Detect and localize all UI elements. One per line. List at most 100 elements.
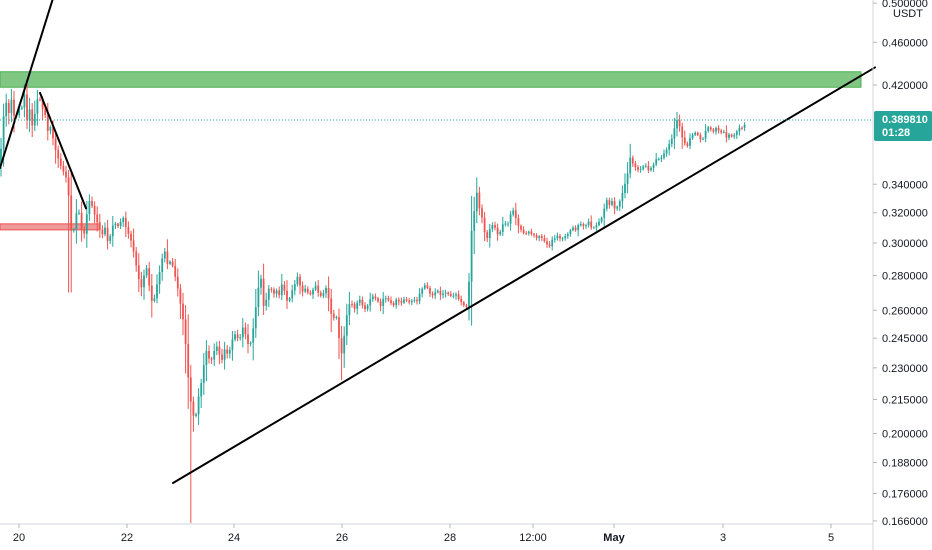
- x-tick-label: 5: [828, 532, 834, 544]
- candle-body: [660, 157, 663, 159]
- candle-body: [10, 99, 13, 114]
- candle-body: [566, 234, 569, 237]
- candle-body: [418, 293, 421, 302]
- candle-body: [239, 337, 242, 339]
- candle-body: [332, 313, 335, 318]
- candle-body: [377, 298, 379, 302]
- candle-body: [715, 127, 717, 132]
- candle-body: [423, 285, 426, 289]
- x-tick-label: 20: [13, 532, 25, 544]
- candle-body: [405, 299, 408, 301]
- candle-body: [260, 278, 262, 288]
- candle-body: [468, 281, 470, 307]
- candle-body: [431, 293, 434, 296]
- candle-body: [127, 226, 130, 234]
- candle-body: [486, 232, 489, 239]
- candle-body: [663, 153, 665, 158]
- candle-body: [704, 131, 707, 139]
- candle-body: [291, 290, 294, 299]
- candle-body: [613, 201, 616, 209]
- candle-body: [106, 227, 109, 241]
- candle-body: [293, 284, 296, 291]
- candle-body: [382, 298, 385, 306]
- y-tick-label: 0.230000: [882, 363, 928, 375]
- candle-body: [696, 132, 699, 135]
- candle-body: [46, 115, 49, 131]
- candle-body: [725, 131, 728, 138]
- candle-body: [182, 303, 184, 320]
- candle-body: [319, 292, 322, 296]
- candle-body: [553, 238, 556, 240]
- candle-body: [717, 127, 720, 131]
- resistance-zone: [0, 71, 862, 88]
- candle-body: [478, 192, 481, 209]
- candle-body: [551, 239, 554, 247]
- x-tick-label: 24: [228, 532, 240, 544]
- y-tick-label: 0.460000: [882, 37, 928, 49]
- price-axis[interactable]: 0.500000 0.460000 0.420000 0.340000 0.320000…: [873, 0, 928, 528]
- candle-body: [561, 238, 564, 240]
- candle-body: [369, 299, 372, 306]
- candle-body: [403, 299, 405, 303]
- candle-body: [348, 304, 351, 316]
- candle-body: [639, 169, 642, 171]
- candle-body: [299, 276, 301, 286]
- candle-body: [618, 201, 621, 207]
- candle-body: [574, 227, 577, 231]
- candle-body: [72, 229, 75, 231]
- candle-body: [579, 224, 582, 226]
- candles: [0, 83, 746, 523]
- candle-body: [624, 183, 626, 193]
- candle-body: [26, 94, 28, 120]
- candle-body: [533, 233, 535, 236]
- candle-body: [278, 290, 281, 296]
- candle-body: [179, 288, 182, 304]
- candle-body: [59, 158, 62, 166]
- candle-body: [304, 288, 307, 292]
- candle-body: [585, 225, 587, 227]
- candle-body: [114, 223, 117, 226]
- candle-body: [364, 305, 366, 310]
- candle-body: [353, 304, 356, 309]
- candle-body: [733, 135, 736, 137]
- candle-body: [205, 350, 208, 366]
- time-axis[interactable]: 20 22 24 26 28 12:00 May 3 5: [13, 524, 834, 544]
- candle-body: [709, 127, 712, 130]
- candle-body: [644, 165, 647, 167]
- candle-body: [452, 295, 455, 297]
- candle-body: [366, 305, 369, 310]
- candle-body: [57, 149, 60, 159]
- quote-currency-label: USDT: [893, 8, 923, 20]
- y-tick-label: 0.280000: [882, 270, 928, 282]
- candle-body: [473, 211, 476, 231]
- x-tick-label: 22: [121, 532, 133, 544]
- candle-body: [343, 335, 346, 354]
- candle-body: [572, 227, 574, 231]
- candle-body: [522, 229, 525, 234]
- candle-body: [288, 298, 291, 301]
- candle-body: [712, 129, 715, 132]
- candle-body: [228, 349, 231, 354]
- candle-body: [39, 99, 41, 101]
- candle-body: [184, 319, 187, 344]
- candle-body: [408, 300, 411, 303]
- candle-body: [340, 338, 343, 354]
- candle-body: [65, 171, 67, 178]
- candle-body: [390, 300, 392, 304]
- candle-body: [507, 223, 509, 225]
- candle-body: [657, 158, 660, 160]
- candle-body: [101, 229, 104, 235]
- candle-body: [665, 149, 668, 154]
- candle-body: [608, 200, 611, 205]
- candle-body: [197, 396, 200, 415]
- candle-body: [280, 284, 283, 296]
- candle-body: [460, 298, 463, 303]
- last-price-tag: 0.389810 01:28: [874, 111, 932, 142]
- candle-body: [143, 275, 145, 288]
- candle-body: [590, 221, 593, 228]
- candle-body: [455, 294, 457, 296]
- candle-body: [171, 261, 174, 266]
- y-tick-label: 0.300000: [882, 238, 928, 250]
- candle-body: [384, 298, 387, 300]
